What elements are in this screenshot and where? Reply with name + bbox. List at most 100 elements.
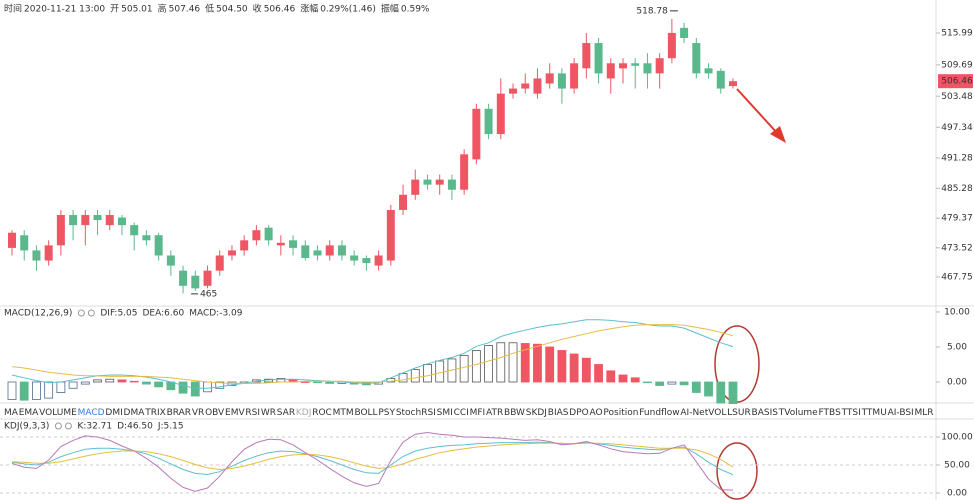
indicator-tab[interactable]: ATR: [486, 408, 504, 418]
indicator-tab[interactable]: StochRSI: [395, 408, 436, 418]
macd-bar: [386, 378, 396, 383]
candle-body: [594, 43, 603, 74]
candle-body: [117, 217, 126, 226]
indicator-tab[interactable]: EMV: [225, 408, 245, 418]
indicator-tab[interactable]: KDJ: [295, 408, 312, 418]
low-annotation: 465: [200, 289, 217, 299]
candle-body: [423, 179, 432, 185]
readout: MACD:-3.09: [189, 309, 243, 319]
readout: D:46.50: [117, 422, 153, 432]
candle-body: [692, 43, 701, 74]
indicator-tab[interactable]: LSUR: [727, 408, 751, 418]
indicator-tab[interactable]: DMI: [105, 408, 123, 418]
indicator-tab[interactable]: Fundflow: [639, 408, 680, 418]
indicator-tab[interactable]: MLR: [914, 408, 934, 418]
macd-bar: [178, 381, 188, 394]
indicator-tab[interactable]: TRIX: [145, 408, 166, 418]
macd-bar: [704, 381, 713, 397]
candle-body: [56, 215, 65, 246]
indicator-tab[interactable]: TVolume: [778, 408, 818, 418]
candle-body: [301, 245, 310, 259]
macd-bar: [594, 364, 603, 383]
indicator-tab[interactable]: PSY: [378, 408, 396, 418]
y-tick-label: 10.00: [944, 307, 970, 317]
indicator-tab[interactable]: BRAR: [166, 408, 192, 418]
candle-body: [472, 108, 481, 160]
indicator-tab[interactable]: AI-BSI: [887, 408, 914, 418]
indicator-tab[interactable]: FTBS: [818, 408, 841, 418]
header-label: 低: [205, 3, 214, 15]
indicator-tab[interactable]: BIAS: [547, 408, 569, 418]
indicator-tab[interactable]: VOLUME: [39, 408, 77, 418]
indicator-tab[interactable]: AI-NetVOL: [680, 408, 727, 418]
y-tick-label: 497.34: [941, 123, 973, 133]
macd-bar: [508, 342, 518, 383]
indicator-tab[interactable]: AO: [589, 408, 603, 418]
indicator-line: [11, 431, 734, 492]
settings-icon: [77, 309, 85, 317]
candle-body: [655, 58, 664, 74]
macd-bar: [325, 381, 335, 384]
indicator-tab[interactable]: WR: [260, 408, 276, 418]
macd-bar: [557, 350, 567, 383]
indicator-tab[interactable]: CCI: [453, 408, 469, 418]
header-value: 504.50: [216, 5, 248, 15]
indicator-tab[interactable]: SAR: [276, 408, 296, 418]
high-annotation: 518.78: [636, 6, 668, 16]
candle-body: [362, 258, 371, 264]
indicator-tab[interactable]: MACD: [77, 408, 105, 418]
indicator-tab[interactable]: SMI: [436, 408, 453, 418]
trend-arrow: [736, 88, 786, 143]
last-price-label: 506.46: [941, 77, 973, 87]
macd-bar: [300, 381, 310, 383]
indicator-tab[interactable]: MA: [4, 408, 18, 418]
candle-body: [142, 235, 151, 241]
macd-bar: [667, 381, 677, 385]
candle-body: [570, 63, 579, 89]
macd-bar: [545, 346, 555, 383]
indicator-line: [11, 441, 734, 476]
indicator-tab[interactable]: TTMU: [861, 408, 887, 418]
candle-body: [276, 242, 285, 246]
macd-bar: [44, 381, 54, 399]
macd-bar: [80, 381, 90, 385]
header-value: 0.29%(1.46): [320, 5, 376, 15]
candle-body: [166, 255, 175, 266]
indicator-tab[interactable]: MTM: [332, 408, 354, 418]
indicator-tab[interactable]: DMA: [123, 408, 145, 418]
candle-body: [386, 209, 395, 261]
indicator-tab[interactable]: BOLL: [354, 408, 378, 418]
candle-body: [606, 63, 615, 79]
macd-bar: [410, 368, 420, 383]
indicator-tab[interactable]: BASIS: [751, 408, 778, 418]
indicator-tab[interactable]: DPO: [569, 408, 589, 418]
header-label: 涨幅: [300, 3, 318, 15]
y-tick-label: 515.99: [941, 28, 973, 38]
candle-body: [374, 255, 383, 266]
readout: K:32.71: [77, 422, 112, 432]
candle-body: [509, 88, 518, 94]
indicator-tab[interactable]: BBW: [504, 408, 525, 418]
macd-bar: [581, 357, 591, 383]
candle-body: [93, 215, 102, 221]
macd-bar: [679, 381, 689, 386]
indicator-tab[interactable]: EMA: [18, 408, 39, 418]
indicator-tab[interactable]: RSI: [245, 408, 261, 418]
indicator-tab[interactable]: ROC: [312, 408, 332, 418]
candle-body: [325, 245, 334, 256]
indicator-tab[interactable]: VR: [191, 408, 205, 418]
y-tick-label: 503.48: [941, 92, 973, 102]
indicator-tab[interactable]: TTSI: [841, 408, 861, 418]
macd-bar: [117, 379, 127, 383]
indicator-tab[interactable]: OBV: [205, 408, 225, 418]
macd-bar: [398, 373, 408, 383]
indicator-tab[interactable]: MFI: [469, 408, 486, 418]
indicator-tab[interactable]: SKDJ: [525, 408, 547, 418]
y-tick-label: 5.00: [947, 342, 967, 352]
macd-bar: [520, 343, 530, 383]
macd-bar: [435, 360, 445, 383]
indicator-tab[interactable]: Position: [603, 408, 639, 418]
y-tick-label: 479.37: [941, 214, 973, 224]
candle-body: [411, 179, 420, 195]
